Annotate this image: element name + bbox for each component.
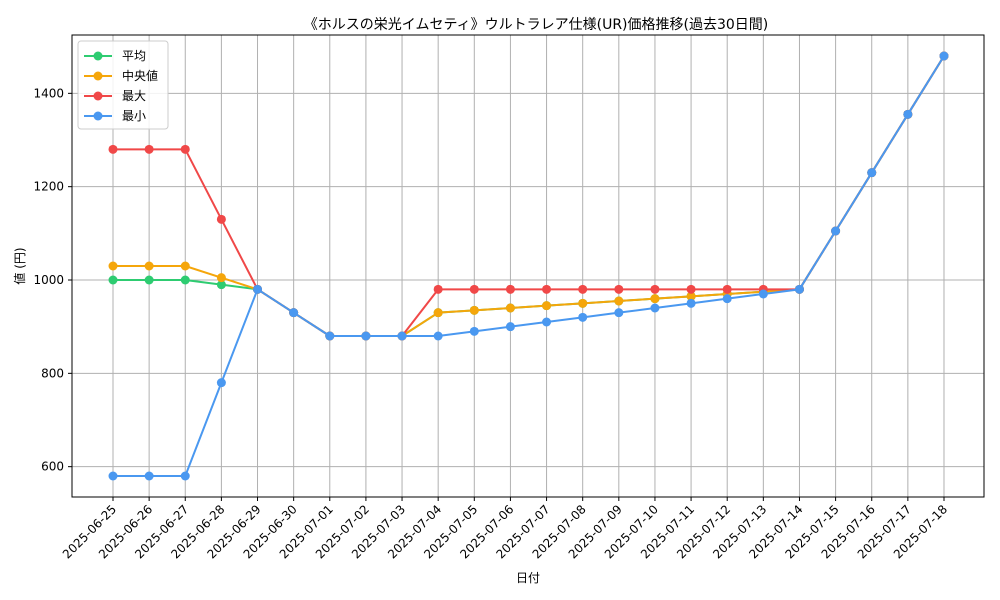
legend-swatch-marker (93, 91, 103, 101)
series-最小 (108, 51, 949, 481)
data-point (325, 331, 335, 341)
data-point (216, 280, 226, 290)
data-point (758, 289, 768, 299)
data-point (108, 275, 118, 285)
legend-swatch-marker (93, 51, 103, 61)
data-point (144, 261, 154, 271)
data-point (794, 284, 804, 294)
data-point (542, 317, 552, 327)
data-point (108, 471, 118, 481)
y-tick-label: 1200 (33, 180, 64, 194)
data-point (433, 331, 443, 341)
data-point (614, 296, 624, 306)
legend-item: 平均 (84, 49, 146, 63)
grid-lines (72, 35, 984, 497)
data-point (903, 109, 913, 119)
y-axis-ticks: 600 800 1000 1200 1400 (33, 86, 72, 474)
data-point (578, 284, 588, 294)
legend-swatch-marker (93, 111, 103, 121)
data-point (144, 471, 154, 481)
legend-item: 最大 (84, 89, 146, 103)
data-point (505, 303, 515, 313)
data-point (686, 298, 696, 308)
data-point (542, 301, 552, 311)
data-point (469, 305, 479, 315)
series-line (113, 55, 945, 477)
data-point (180, 261, 190, 271)
x-axis-label: 日付 (516, 571, 540, 585)
data-point (686, 284, 696, 294)
data-point (216, 378, 226, 388)
data-point (433, 308, 443, 318)
series-lines (108, 51, 949, 481)
data-point (108, 144, 118, 154)
data-point (614, 308, 624, 318)
data-point (505, 284, 515, 294)
data-point (433, 284, 443, 294)
data-point (650, 303, 660, 313)
data-point (216, 273, 226, 283)
data-point (578, 298, 588, 308)
data-point (180, 275, 190, 285)
data-point (216, 214, 226, 224)
y-tick-label: 1000 (33, 273, 64, 287)
y-tick-label: 800 (41, 366, 64, 380)
data-point (650, 284, 660, 294)
plot-area (71, 34, 985, 498)
legend-label: 平均 (122, 49, 146, 63)
data-point (578, 312, 588, 322)
data-point (469, 326, 479, 336)
y-tick-label: 600 (41, 460, 64, 474)
data-point (180, 144, 190, 154)
data-point (469, 284, 479, 294)
data-point (180, 471, 190, 481)
data-point (686, 291, 696, 301)
legend-label: 中央値 (122, 68, 158, 83)
chart-title: 《ホルスの栄光イムセティ》ウルトラレア仕様(UR)価格推移(過去30日間) (304, 17, 769, 33)
data-point (289, 308, 299, 318)
data-point (361, 331, 371, 341)
data-point (939, 51, 949, 61)
legend-item: 中央値 (84, 68, 158, 83)
y-axis-label: 値 (円) (12, 247, 27, 284)
legend-swatch-marker (93, 71, 103, 81)
legend-item: 最小 (84, 109, 146, 123)
data-point (144, 275, 154, 285)
data-point (397, 331, 407, 341)
legend-label: 最大 (122, 89, 146, 103)
data-point (722, 284, 732, 294)
data-point (722, 294, 732, 304)
legend-box (77, 40, 169, 130)
data-point (108, 261, 118, 271)
y-tick-label: 1400 (33, 86, 64, 100)
data-point (144, 144, 154, 154)
data-point (542, 284, 552, 294)
data-point (505, 322, 515, 332)
data-point (831, 226, 841, 236)
legend-label: 最小 (122, 109, 146, 123)
data-point (650, 294, 660, 304)
data-point (253, 284, 263, 294)
data-point (614, 284, 624, 294)
data-point (867, 168, 877, 178)
